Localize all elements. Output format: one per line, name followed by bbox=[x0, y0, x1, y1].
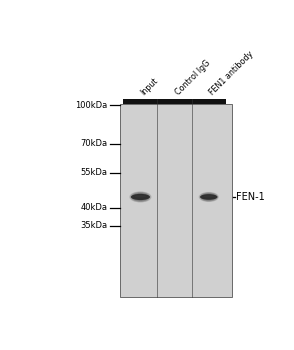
Text: FEN-1: FEN-1 bbox=[236, 192, 265, 202]
Ellipse shape bbox=[200, 193, 217, 201]
Text: FEN1 antibody: FEN1 antibody bbox=[208, 50, 255, 97]
Ellipse shape bbox=[131, 194, 150, 200]
Ellipse shape bbox=[199, 192, 218, 202]
Ellipse shape bbox=[200, 193, 218, 202]
Text: 35kDa: 35kDa bbox=[80, 221, 107, 230]
Ellipse shape bbox=[131, 192, 150, 202]
Bar bbox=[120, 104, 232, 297]
Ellipse shape bbox=[130, 192, 151, 202]
Ellipse shape bbox=[201, 193, 217, 201]
Ellipse shape bbox=[199, 192, 219, 202]
Text: 40kDa: 40kDa bbox=[80, 203, 107, 212]
Ellipse shape bbox=[198, 192, 219, 202]
Ellipse shape bbox=[200, 193, 218, 201]
Text: 100kDa: 100kDa bbox=[75, 101, 107, 110]
Bar bbox=[157, 99, 192, 104]
Ellipse shape bbox=[135, 195, 146, 197]
Text: 70kDa: 70kDa bbox=[80, 139, 107, 148]
Text: Control IgG: Control IgG bbox=[173, 59, 212, 97]
Ellipse shape bbox=[130, 191, 151, 202]
Bar bbox=[123, 99, 158, 104]
Ellipse shape bbox=[131, 193, 149, 202]
Ellipse shape bbox=[130, 192, 151, 202]
Text: Input: Input bbox=[139, 76, 160, 97]
Ellipse shape bbox=[131, 192, 150, 202]
Ellipse shape bbox=[204, 195, 214, 197]
Ellipse shape bbox=[129, 191, 152, 203]
Bar bbox=[191, 99, 226, 104]
Ellipse shape bbox=[200, 194, 218, 200]
Text: 55kDa: 55kDa bbox=[80, 168, 107, 177]
